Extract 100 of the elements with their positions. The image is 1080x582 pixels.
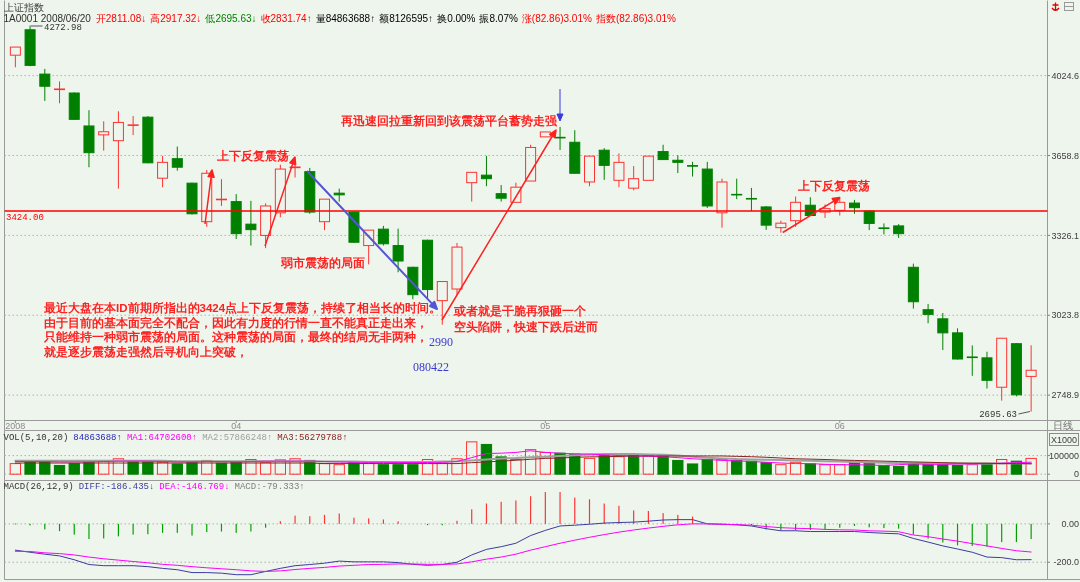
bar bbox=[716, 459, 728, 475]
bar bbox=[642, 455, 655, 475]
annotation: 4272.98 bbox=[44, 23, 82, 34]
chart-title: 上证指数 bbox=[3, 1, 44, 13]
candlestick bbox=[878, 222, 890, 235]
candlestick bbox=[996, 337, 1008, 402]
candlestick bbox=[819, 204, 831, 219]
text: 日线 bbox=[1053, 420, 1073, 432]
candlestick bbox=[245, 200, 257, 247]
candlestick bbox=[112, 110, 124, 190]
candlestick bbox=[215, 178, 227, 207]
annotation: 080422 bbox=[413, 360, 449, 375]
annotation: 高2917.32↓ bbox=[150, 13, 202, 24]
y-tick-label: 4024.6 bbox=[1051, 70, 1079, 81]
bar bbox=[68, 463, 80, 475]
candlestick bbox=[392, 228, 404, 273]
candlestick bbox=[642, 155, 654, 181]
candlestick bbox=[54, 80, 66, 104]
bar bbox=[789, 461, 802, 475]
annotation: 弱市震荡的局面 bbox=[280, 256, 365, 271]
annotation: 开2811.08↓ bbox=[95, 13, 147, 24]
bar bbox=[686, 463, 699, 475]
candlestick bbox=[510, 182, 522, 203]
chart-title: MACD(26,12,9) bbox=[3, 482, 74, 492]
bar bbox=[657, 455, 669, 475]
candlestick bbox=[731, 178, 743, 200]
bar bbox=[731, 459, 743, 475]
annotation: 振8.07% bbox=[479, 13, 518, 24]
annotation: 上下反复震荡 bbox=[216, 148, 289, 163]
candlestick bbox=[554, 126, 566, 151]
candlestick bbox=[171, 146, 183, 172]
annotation: 量84863688↑ bbox=[315, 13, 376, 24]
x-tick-label: 06 bbox=[834, 421, 845, 432]
candlestick bbox=[466, 171, 478, 203]
bar bbox=[598, 455, 610, 475]
text: DIFF:-186.435↓ bbox=[78, 482, 155, 492]
bar bbox=[701, 459, 713, 475]
candlestick bbox=[775, 220, 787, 234]
candlestick bbox=[966, 344, 978, 377]
candlestick bbox=[613, 152, 625, 188]
x-tick-label: 05 bbox=[540, 421, 551, 432]
bar bbox=[628, 455, 640, 475]
annotation: 2990 bbox=[429, 334, 453, 349]
candlestick bbox=[937, 312, 949, 351]
annotation: 只能维持一种弱市震荡的局面。这种震荡的局面，最终的结局无非两种， bbox=[43, 330, 428, 345]
candlestick bbox=[598, 147, 610, 181]
chart-title: VOL(5,10,20) bbox=[3, 432, 69, 443]
text: MA1:64702600↑ bbox=[126, 432, 198, 443]
candlestick bbox=[716, 178, 728, 229]
bar bbox=[1025, 457, 1037, 475]
annotation: 换0.00% bbox=[437, 13, 476, 24]
bar bbox=[539, 451, 551, 475]
y-axis-title: X1000 bbox=[1050, 434, 1078, 445]
bar bbox=[760, 462, 772, 475]
annotation: 收2831.74↑ bbox=[260, 13, 312, 24]
bar bbox=[245, 459, 257, 475]
bar bbox=[392, 464, 404, 475]
annotation: MACD:-79.333↑ bbox=[234, 482, 305, 492]
bar bbox=[466, 441, 478, 475]
candlestick bbox=[745, 187, 757, 212]
bar bbox=[804, 463, 816, 475]
annotation: 或者就是干脆再狠砸一个 bbox=[453, 304, 587, 319]
y-tick-label: -200.0 bbox=[1053, 557, 1079, 568]
text: MA3:56279788↑ bbox=[277, 432, 348, 443]
annotation: 空头陷阱，快速下跌后进而 bbox=[454, 319, 598, 333]
candlestick bbox=[363, 229, 375, 265]
annotation: 额8126595↑ bbox=[379, 13, 434, 24]
bar bbox=[775, 464, 787, 475]
candlestick bbox=[157, 155, 169, 188]
y-tick-label: 3326.1 bbox=[1051, 230, 1079, 241]
y-tick-label: 3658.8 bbox=[1051, 150, 1079, 161]
annotation: 就是逐步震荡走强然后寻机向上突破， bbox=[43, 345, 248, 360]
annotation: 上下反复震荡 bbox=[796, 178, 870, 193]
x-tick-label: 04 bbox=[231, 421, 242, 432]
y-tick-label: 3023.8 bbox=[1051, 310, 1079, 321]
bar bbox=[377, 464, 390, 475]
bar bbox=[613, 456, 625, 475]
bar bbox=[583, 457, 596, 475]
annotation: 最近大盘在本ID前期所指出的3424点上下反复震荡，持续了相当长的时间。 bbox=[43, 300, 442, 315]
x-tick-label: 2008 bbox=[5, 421, 26, 432]
y-tick-label: 0 bbox=[1073, 469, 1079, 480]
bar bbox=[996, 459, 1008, 475]
bar bbox=[186, 462, 198, 475]
bar bbox=[333, 464, 345, 475]
bar bbox=[274, 459, 286, 475]
y-tick-label: 100000 bbox=[1048, 450, 1079, 461]
annotation: 再迅速回拉重新回到该震荡平台蓄势走强 bbox=[340, 114, 558, 129]
annotation: 84863688↑ bbox=[73, 432, 122, 443]
candlestick bbox=[436, 281, 448, 326]
candlestick bbox=[39, 68, 51, 102]
bar bbox=[951, 464, 964, 475]
bar bbox=[451, 458, 463, 475]
annotation: 涨(82.86)3.01% bbox=[521, 13, 592, 24]
candlestick bbox=[127, 115, 139, 136]
annotation: 低2695.63↓ bbox=[205, 13, 257, 24]
y-tick-label: 0.00 bbox=[1061, 519, 1079, 530]
ref-line-label: 3424.00 bbox=[6, 213, 44, 224]
candlestick bbox=[98, 120, 110, 152]
text: 1A0001 2008/06/20 bbox=[3, 13, 92, 24]
bar bbox=[53, 464, 66, 475]
